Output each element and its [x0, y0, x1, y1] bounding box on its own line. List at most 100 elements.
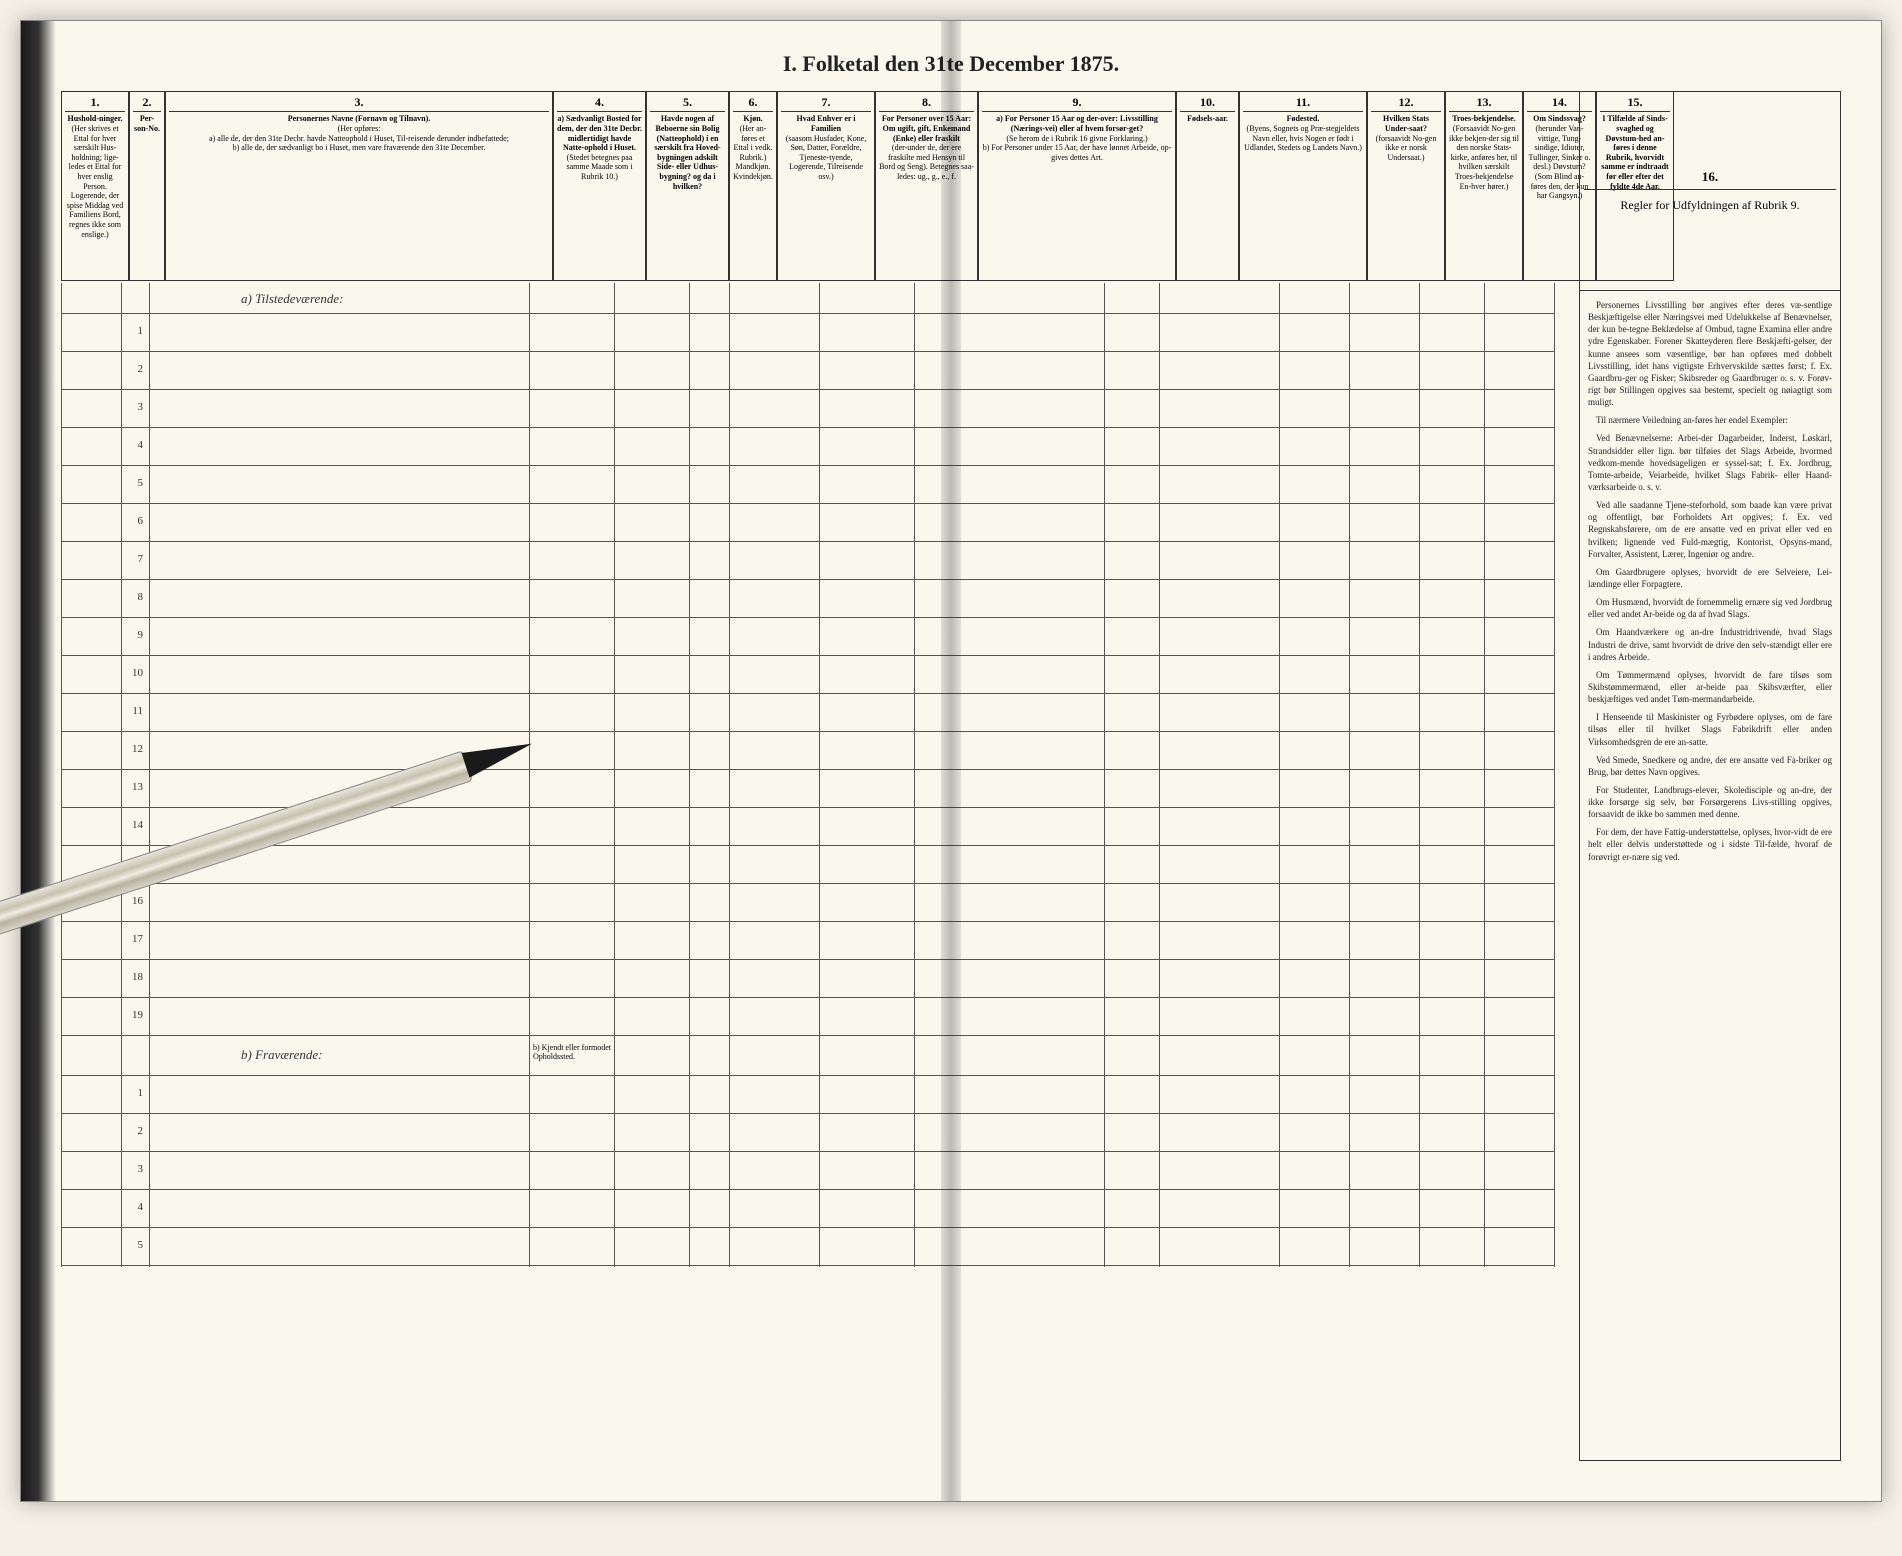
- col-label: Hushold-ninger.(Her skrives et Ettal for…: [65, 114, 125, 277]
- col-number: 2.: [133, 95, 161, 112]
- grid-vline: [1419, 283, 1420, 1267]
- census-ledger-page: I. Folketal den 31te December 1875. 1.Hu…: [20, 20, 1882, 1502]
- col-header-5: 5. Havde nogen af Beboerne sin Bolig (Nat…: [646, 91, 729, 281]
- col-header-8: 8.For Personer over 15 Aar: Om ugift, gi…: [875, 91, 978, 281]
- rules-paragraph: Om Tømmermænd oplyses, hvorvidt de fare …: [1588, 669, 1832, 705]
- rules-paragraph: Om Haandværkere og an-dre Industridriven…: [1588, 626, 1832, 662]
- grid-hline: [61, 579, 1554, 580]
- grid-vline: [689, 283, 690, 1267]
- row-number: 1: [123, 325, 143, 337]
- rules-paragraph: Om Husmænd, hvorvidt de fornemmelig ernæ…: [1588, 596, 1832, 620]
- grid-hline: [61, 921, 1554, 922]
- rules-paragraph: For dem, der have Fattig-understøttelse,…: [1588, 826, 1832, 862]
- grid-vline: [1484, 283, 1485, 1267]
- row-number: 18: [123, 971, 143, 983]
- col-header-6: 6.Kjøn.(Her an-føres et Ettal i vedk. Ru…: [729, 91, 777, 281]
- grid-vline: [1279, 283, 1280, 1267]
- grid-hline: [61, 959, 1554, 960]
- grid-vline: [1349, 283, 1350, 1267]
- col-header-2: 2. Per-son-No.: [129, 91, 165, 281]
- rules-paragraph: I Henseende til Maskinister og Fyrbødere…: [1588, 711, 1832, 747]
- grid-hline: [61, 313, 1554, 314]
- grid-vline: [1159, 283, 1160, 1267]
- row-number: 15: [123, 857, 143, 869]
- grid-hline: [61, 883, 1554, 884]
- grid-hline: [61, 655, 1554, 656]
- book-binding-edge: [21, 21, 56, 1501]
- grid-hline: [61, 807, 1554, 808]
- col-number: 10.: [1180, 95, 1235, 112]
- row-number: 17: [123, 933, 143, 945]
- rules-paragraph: For Studenter, Landbrugs-elever, Skoledi…: [1588, 784, 1832, 820]
- rules-paragraph: Om Gaardbrugere oplyses, hvorvidt de ere…: [1588, 566, 1832, 590]
- col-label: Per-son-No.: [133, 114, 161, 277]
- rules-paragraph: Ved alle saadanne Tjene-steforhold, som …: [1588, 499, 1832, 560]
- col-label: Havde nogen af Beboerne sin Bolig (Natte…: [650, 114, 725, 277]
- col-label: Personernes Navne (Fornavn og Tilnavn).(…: [169, 114, 549, 277]
- col-header-4: 4. a) Sædvanligt Bosted for dem, der den …: [553, 91, 646, 281]
- col-header-9: 9.a) For Personer 15 Aar og der-over: Li…: [978, 91, 1176, 281]
- rules-title: Regler for Udfyldningen af Rubrik 9.: [1620, 198, 1799, 213]
- row-number: 3: [123, 401, 143, 413]
- col-number: 11.: [1243, 95, 1363, 112]
- rules-paragraph: Ved Benævnelserne: Arbei-der Dagarbeider…: [1588, 432, 1832, 493]
- row-number: 19: [123, 1009, 143, 1021]
- data-grid: a) Tilstedeværende: 12345678910111213141…: [61, 283, 1554, 1267]
- row-number: 16: [123, 895, 143, 907]
- grid-hline: [61, 351, 1554, 352]
- row-number: 11: [123, 705, 143, 717]
- row-number: 7: [123, 553, 143, 565]
- grid-hline: [61, 693, 1554, 694]
- grid-hline: [61, 997, 1554, 998]
- grid-hline: [61, 1189, 1554, 1190]
- rules-paragraph: Personernes Livsstilling bør angives eft…: [1588, 299, 1832, 408]
- col-label: Troes-bekjendelse.(Forsaavidt No-gen ikk…: [1449, 114, 1519, 277]
- col-number: 12.: [1371, 95, 1441, 112]
- col-header-3: 3. Personernes Navne (Fornavn og Tilnavn)…: [165, 91, 553, 281]
- col-label: a) Sædvanligt Bosted for dem, der den 31…: [557, 114, 642, 277]
- col-header-13: 13. Troes-bekjendelse.(Forsaavidt No-gen …: [1445, 91, 1523, 281]
- col-number: 13.: [1449, 95, 1519, 112]
- col-number: 1.: [65, 95, 125, 112]
- col-label: Fødsels-aar.: [1180, 114, 1235, 277]
- grid-hline: [61, 1265, 1554, 1266]
- rules-text: Personernes Livsstilling bør angives eft…: [1580, 291, 1840, 877]
- col-number: 3.: [169, 95, 549, 112]
- col-header-12: 12. Hvilken Stats Under-saat?(forsaavidt …: [1367, 91, 1445, 281]
- col-number: 9.: [982, 95, 1172, 112]
- col-label: Hvilken Stats Under-saat?(forsaavidt No-…: [1371, 114, 1441, 277]
- col-number: 5.: [650, 95, 725, 112]
- grid-hline: [61, 1227, 1554, 1228]
- grid-vline: [149, 283, 150, 1267]
- col-label: Kjøn.(Her an-føres et Ettal i vedk. Rubr…: [733, 114, 773, 277]
- grid-hline: [61, 845, 1554, 846]
- row-number: 10: [123, 667, 143, 679]
- row-number: 2: [123, 1125, 143, 1137]
- rules-header: 16. Regler for Udfyldningen af Rubrik 9.: [1580, 92, 1840, 291]
- rules-column: 16. Regler for Udfyldningen af Rubrik 9.…: [1579, 91, 1841, 1461]
- grid-vline: [1104, 283, 1105, 1267]
- row-number: 5: [123, 477, 143, 489]
- row-number: 12: [123, 743, 143, 755]
- grid-hline: [61, 731, 1554, 732]
- row-number: 8: [123, 591, 143, 603]
- grid-hline: [61, 617, 1554, 618]
- grid-hline: [61, 389, 1554, 390]
- row-number: 1: [123, 1087, 143, 1099]
- grid-vline: [819, 283, 820, 1267]
- grid-hline: [61, 1075, 1554, 1076]
- grid-hline: [61, 503, 1554, 504]
- rules-paragraph: Ved Smede, Snedkere og andre, der ere an…: [1588, 754, 1832, 778]
- row-number: 4: [123, 1201, 143, 1213]
- grid-hline: [61, 465, 1554, 466]
- grid-vline: [614, 283, 615, 1267]
- grid-hline: [61, 1035, 1554, 1036]
- section-b-label: b) Fraværende:: [241, 1047, 322, 1063]
- col-header-10: 10. Fødsels-aar.: [1176, 91, 1239, 281]
- col-number: 4.: [557, 95, 642, 112]
- grid-hline: [61, 1113, 1554, 1114]
- row-number: 13: [123, 781, 143, 793]
- grid-hline: [61, 541, 1554, 542]
- grid-hline: [61, 427, 1554, 428]
- grid-vline: [1554, 283, 1555, 1267]
